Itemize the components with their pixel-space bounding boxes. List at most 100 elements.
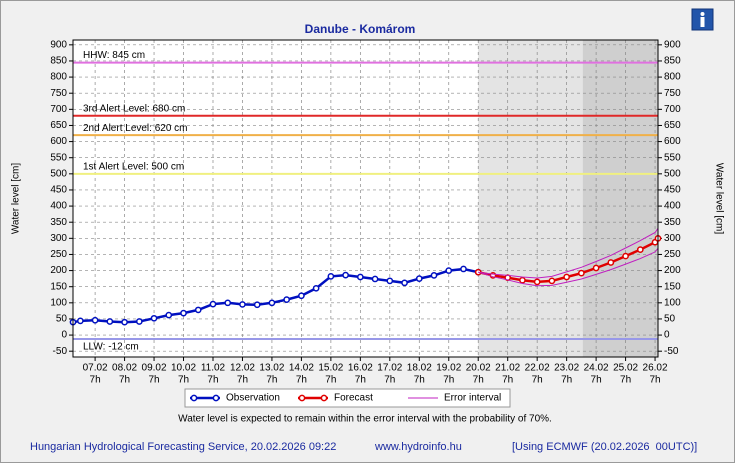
- marker: [150, 314, 158, 322]
- y2-tick-label: 100: [664, 297, 681, 308]
- y-tick-label: 0: [61, 330, 67, 341]
- x-tick-label: 22.02: [525, 363, 550, 374]
- y-tick-label: 100: [50, 297, 67, 308]
- reference-label: 1st Alert Level: 500 cm: [83, 161, 184, 172]
- marker: [636, 246, 644, 253]
- marker: [106, 318, 114, 325]
- y2-tick-label: 400: [664, 201, 681, 212]
- y-tick-label: 600: [50, 136, 67, 147]
- x-tick-hour: 7h: [325, 375, 336, 386]
- y-tick-label: 500: [50, 168, 67, 179]
- y-tick-label: 650: [50, 120, 67, 131]
- y-tick-label: 200: [50, 265, 67, 276]
- y2-tick-label: 350: [664, 217, 681, 228]
- x-tick-hour: 7h: [296, 375, 307, 386]
- x-tick-label: 07.02: [83, 363, 108, 374]
- marker: [533, 278, 541, 286]
- x-tick-hour: 7h: [561, 375, 572, 386]
- y2-tick-label: 850: [664, 56, 681, 67]
- marker: [415, 275, 423, 282]
- y-tick-label: 550: [50, 152, 67, 163]
- x-tick-hour: 7h: [178, 375, 189, 386]
- marker: [519, 276, 526, 284]
- y2-tick-label: 900: [664, 39, 681, 50]
- marker: [460, 265, 467, 273]
- error-upper: [478, 228, 659, 279]
- legend-marker: [212, 394, 220, 402]
- marker: [268, 299, 276, 307]
- legend-marker: [190, 394, 198, 402]
- x-tick-hour: 7h: [207, 375, 218, 386]
- y2-tick-label: 800: [664, 72, 681, 83]
- marker: [224, 299, 232, 307]
- x-tick-label: 11.02: [201, 363, 226, 374]
- marker: [430, 272, 438, 279]
- chart-title: Danube - Komárom: [305, 22, 416, 36]
- x-tick-hour: 7h: [355, 375, 366, 386]
- x-tick-label: 24.02: [584, 363, 609, 374]
- y-tick-label: 850: [50, 56, 67, 67]
- y2-tick-label: -50: [664, 346, 679, 357]
- marker: [165, 311, 173, 319]
- marker: [356, 273, 364, 281]
- y-tick-label: 700: [50, 104, 67, 115]
- x-tick-label: 13.02: [259, 363, 284, 374]
- marker: [342, 271, 349, 279]
- x-tick-hour: 7h: [90, 375, 101, 386]
- x-tick-label: 20.02: [466, 363, 491, 374]
- reference-label: 2nd Alert Level: 620 cm: [83, 123, 188, 134]
- x-tick-hour: 7h: [502, 375, 513, 386]
- x-tick-hour: 7h: [119, 375, 130, 386]
- y-tick-label: 150: [50, 281, 67, 292]
- footer-left: Hungarian Hydrological Forecasting Servi…: [30, 441, 336, 453]
- shaded-region: [582, 40, 658, 357]
- y2-tick-label: 150: [664, 281, 681, 292]
- marker: [77, 317, 84, 325]
- x-tick-label: 12.02: [230, 363, 255, 374]
- marker: [386, 277, 394, 285]
- y2-tick-label: 500: [664, 168, 681, 179]
- marker: [253, 301, 261, 309]
- y2-tick-label: 750: [664, 88, 681, 99]
- y2-tick-label: 50: [664, 314, 676, 325]
- marker: [445, 267, 453, 274]
- y-tick-label: 900: [50, 39, 67, 50]
- y2-tick-label: 600: [664, 136, 681, 147]
- x-tick-label: 18.02: [407, 363, 432, 374]
- y-axis-label: Water level [cm]: [11, 163, 22, 235]
- x-tick-label: 23.02: [554, 363, 579, 374]
- y2-tick-label: 200: [664, 265, 681, 276]
- info-icon[interactable]: [691, 8, 714, 31]
- info-icon-dot: [700, 12, 705, 16]
- y-tick-label: 250: [50, 249, 67, 260]
- x-tick-label: 25.02: [613, 363, 638, 374]
- note: Water level is expected to remain within…: [178, 414, 552, 425]
- marker: [239, 301, 246, 308]
- marker: [180, 309, 187, 317]
- y2-axis-label: Water level [cm]: [713, 163, 724, 235]
- marker: [121, 318, 128, 326]
- y2-tick-label: 250: [664, 249, 681, 260]
- marker: [194, 306, 202, 314]
- marker: [283, 296, 291, 303]
- marker: [548, 277, 556, 285]
- x-tick-hour: 7h: [148, 375, 159, 386]
- x-tick-label: 10.02: [171, 363, 196, 374]
- x-tick-label: 16.02: [348, 363, 373, 374]
- x-tick-hour: 7h: [237, 375, 248, 386]
- y2-tick-label: 700: [664, 104, 681, 115]
- reference-label: HHW: 845 cm: [83, 50, 145, 61]
- marker: [622, 252, 629, 260]
- marker: [592, 264, 600, 272]
- marker: [578, 269, 585, 277]
- reference-label: 3rd Alert Level: 680 cm: [83, 103, 185, 114]
- marker: [209, 300, 217, 308]
- y2-tick-label: 650: [664, 120, 681, 131]
- marker: [607, 259, 615, 266]
- legend-label: Forecast: [334, 393, 373, 404]
- marker: [401, 279, 408, 287]
- x-tick-hour: 7h: [620, 375, 631, 386]
- x-tick-label: 26.02: [643, 363, 668, 374]
